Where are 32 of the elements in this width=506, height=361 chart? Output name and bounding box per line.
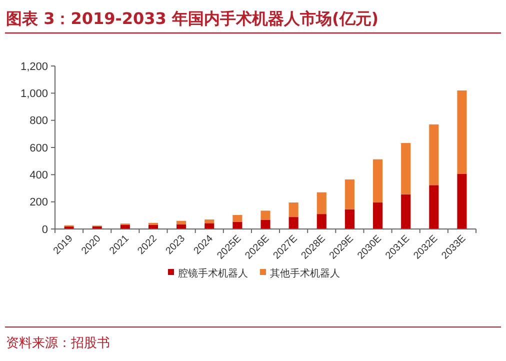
bar bbox=[372, 202, 383, 229]
bar bbox=[204, 219, 214, 224]
y-tick-label: 800 bbox=[30, 115, 48, 128]
bar bbox=[288, 202, 298, 218]
bar bbox=[401, 143, 411, 194]
bar bbox=[344, 179, 354, 210]
bar bbox=[429, 124, 439, 186]
bar bbox=[288, 217, 298, 229]
bar bbox=[344, 209, 354, 229]
bar bbox=[204, 223, 214, 229]
bar bbox=[372, 159, 383, 203]
bar bbox=[316, 192, 326, 214]
y-tick-label: 1,000 bbox=[20, 88, 48, 100]
bar bbox=[232, 222, 242, 229]
text: 资料来源：招股书 bbox=[6, 336, 110, 351]
bar bbox=[260, 210, 270, 220]
bar bbox=[176, 224, 186, 229]
bar bbox=[316, 214, 326, 229]
y-tick-label: 600 bbox=[30, 142, 48, 154]
bar bbox=[232, 215, 242, 222]
bar bbox=[401, 194, 411, 229]
bar bbox=[429, 185, 439, 229]
legend-label: 其他手术机器人 bbox=[270, 268, 340, 280]
legend-label: 腔镜手术机器人 bbox=[178, 268, 248, 280]
y-tick-label: 0 bbox=[42, 224, 48, 236]
bar bbox=[260, 220, 270, 229]
y-tick-label: 1,200 bbox=[20, 60, 48, 73]
bar bbox=[457, 90, 467, 174]
bar bbox=[457, 174, 467, 229]
chart-title: 图表 3：2019-2033 年国内手术机器人市场(亿元) bbox=[6, 9, 379, 28]
y-tick-label: 400 bbox=[30, 170, 48, 182]
y-tick-label: 200 bbox=[30, 196, 48, 209]
